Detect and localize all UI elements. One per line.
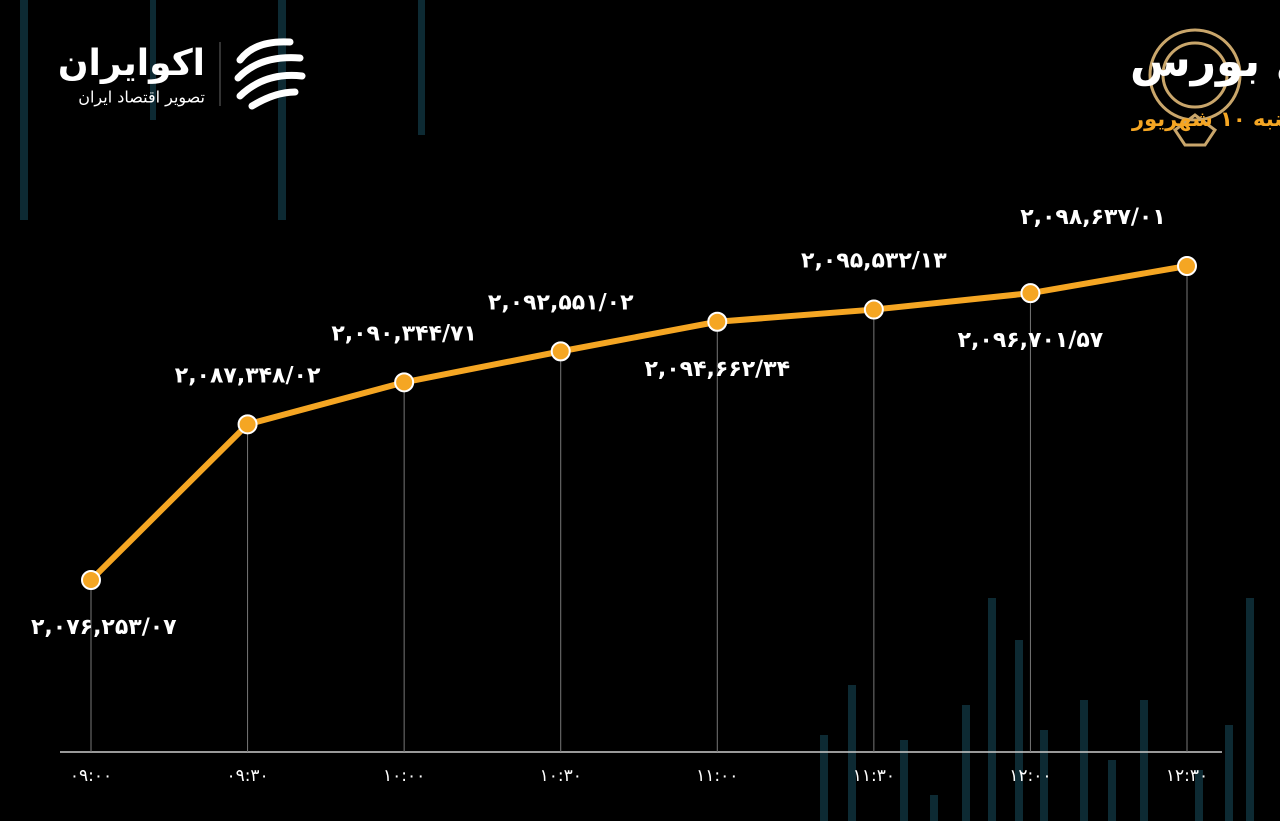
x-tick-label: ۱۱:۰۰ xyxy=(696,766,738,786)
value-label: ۲,۰۸۷,۳۴۸/۰۲ xyxy=(175,363,321,388)
emblem xyxy=(1148,28,1242,147)
x-tick-label: ۱۰:۳۰ xyxy=(540,766,582,786)
chart-title: روند شاخص کل بورس xyxy=(1130,36,1280,87)
data-point xyxy=(863,299,884,320)
data-point xyxy=(81,570,101,590)
x-tick-label: ۱۱:۳۰ xyxy=(853,766,895,786)
value-label: ۲,۰۹۵,۵۳۲/۱۳ xyxy=(801,249,947,274)
data-point xyxy=(1020,283,1041,304)
data-point xyxy=(707,311,728,332)
data-point xyxy=(237,414,258,435)
brand-logo: اکوایران تصویر اقتصاد ایران xyxy=(58,38,306,110)
x-tick-label: ۱۲:۰۰ xyxy=(1009,766,1051,786)
data-point xyxy=(1177,256,1197,276)
data-point xyxy=(550,341,571,362)
chart-subtitle: شنبه ۱۰ شهریور xyxy=(1131,107,1280,131)
value-label: ۲,۰۹۸,۶۳۷/۰۱ xyxy=(1020,205,1166,230)
brand-name: اکوایران xyxy=(58,43,205,84)
value-label: ۲,۰۷۶,۲۵۳/۰۷ xyxy=(31,615,177,640)
value-label: ۲,۰۹۴,۶۶۲/۳۴ xyxy=(644,357,790,382)
brand-tagline: تصویر اقتصاد ایران xyxy=(78,88,205,108)
x-tick-label: ۰۹:۰۰ xyxy=(70,766,112,786)
value-label: ۲,۰۹۰,۳۴۴/۷۱ xyxy=(331,321,477,346)
background-bars xyxy=(20,0,1254,821)
x-tick-label: ۱۲:۳۰ xyxy=(1166,766,1208,786)
x-tick-label: ۰۹:۳۰ xyxy=(226,766,268,786)
value-label: ۲,۰۹۶,۷۰۱/۵۷ xyxy=(958,328,1104,353)
x-tick-label: ۱۰:۰۰ xyxy=(383,766,425,786)
index-line xyxy=(88,263,1188,583)
data-point xyxy=(394,372,415,393)
value-label: ۲,۰۹۲,۵۵۱/۰۲ xyxy=(488,290,634,315)
